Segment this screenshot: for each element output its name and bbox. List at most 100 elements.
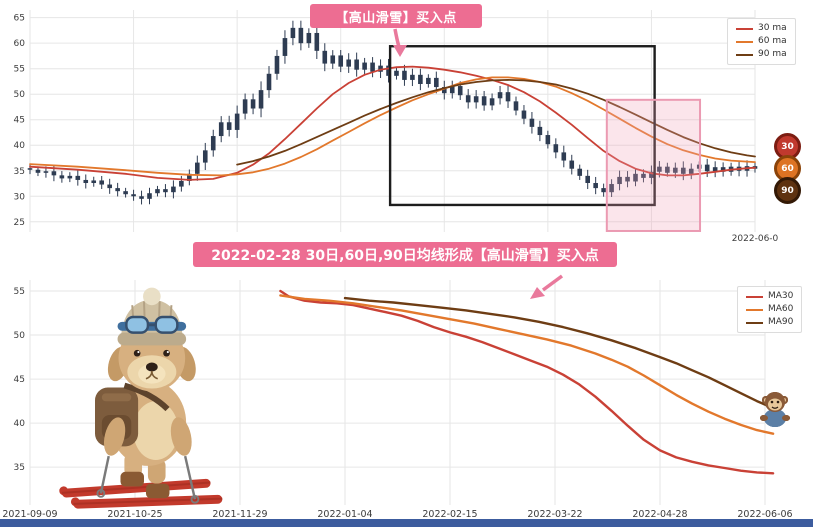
candlestick xyxy=(195,162,200,174)
y-tick-label: 50 xyxy=(14,331,26,341)
candlestick xyxy=(649,171,654,178)
candlestick xyxy=(123,191,128,195)
legend-label: MA60 xyxy=(768,304,794,314)
candlestick xyxy=(505,92,511,102)
candlestick xyxy=(441,87,447,94)
candlestick xyxy=(641,173,646,178)
candlestick xyxy=(457,86,463,96)
candlestick xyxy=(346,59,351,67)
candlestick xyxy=(314,32,320,51)
ma-line-MA30 xyxy=(279,289,775,475)
candlestick xyxy=(187,173,192,181)
y-tick-label: 50 xyxy=(14,90,26,100)
ski-poles xyxy=(99,455,197,500)
legend-item-90ma: 90 ma xyxy=(736,50,787,59)
x-tick-label: 2021-09-09 xyxy=(2,509,57,520)
candlestick xyxy=(712,167,718,172)
candlestick xyxy=(67,175,73,179)
y-tick-label: 40 xyxy=(14,141,26,151)
candlestick xyxy=(242,99,248,114)
x-tick-label-partial: 2022-06-0 xyxy=(732,234,779,244)
legend-label: 30 ma xyxy=(758,23,787,33)
candlestick xyxy=(601,188,606,193)
candlestick xyxy=(155,189,160,194)
candlestick xyxy=(83,179,89,184)
x-tick-label: 2021-10-25 xyxy=(107,509,162,520)
candlestick xyxy=(545,135,551,145)
candlestick xyxy=(449,86,455,94)
candlestick xyxy=(625,176,630,182)
y-tick-label: 35 xyxy=(14,167,25,177)
legend-item-30ma: 30 ma xyxy=(736,24,787,33)
y-tick-label: 60 xyxy=(14,39,26,49)
candlestick xyxy=(282,38,288,56)
candlestick xyxy=(306,32,312,44)
candlestick xyxy=(139,196,144,199)
legend-item-ma30: MA30 xyxy=(746,292,793,301)
candlestick xyxy=(266,73,272,91)
x-tick-label: 2022-02-15 xyxy=(422,509,477,520)
candlestick xyxy=(673,167,678,173)
candlestick xyxy=(362,62,367,70)
candlestick xyxy=(171,186,176,193)
candlestick xyxy=(250,99,256,109)
candlestick xyxy=(521,110,527,119)
candlestick xyxy=(577,168,583,176)
candlestick xyxy=(378,65,383,72)
legend-item-60ma: 60 ma xyxy=(736,37,787,46)
candlestick xyxy=(720,167,726,172)
x-tick-label: 2022-04-28 xyxy=(632,509,687,520)
candlestick xyxy=(107,184,112,189)
candlestick xyxy=(633,173,638,182)
legend-item-ma60: MA60 xyxy=(746,305,793,314)
dog-nose xyxy=(145,362,158,372)
candlestick xyxy=(218,122,224,137)
candlestick xyxy=(617,176,622,185)
candlestick xyxy=(704,164,710,172)
signal-banner: 2022-02-28 30日,60日,90日均线形成【高山滑雪】买入点 xyxy=(193,242,617,267)
candlestick xyxy=(481,96,487,106)
ma-line-MA60 xyxy=(279,294,775,435)
candlestick xyxy=(680,167,686,174)
candlestick xyxy=(274,55,280,74)
legend-label: 90 ma xyxy=(758,49,787,59)
candlestick xyxy=(35,169,41,173)
candlestick xyxy=(258,90,264,109)
candlestick xyxy=(91,180,97,184)
highlight-box-pink xyxy=(605,98,702,232)
knit-hat xyxy=(117,287,187,346)
candlestick xyxy=(163,189,168,193)
ma-line-30ma xyxy=(29,65,756,181)
candlestick xyxy=(657,166,662,172)
x-tick-label: 2022-01-04 xyxy=(317,509,372,520)
y-tick-label: 25 xyxy=(14,218,25,228)
candlestick xyxy=(609,184,614,193)
candlestick xyxy=(489,98,495,106)
y-tick-label: 55 xyxy=(14,287,25,297)
ma90-badge: 90 xyxy=(774,177,801,204)
candlestick xyxy=(394,70,399,76)
ma60-line-swatch xyxy=(736,40,753,43)
candlestick xyxy=(99,180,105,185)
ma60-line-swatch xyxy=(746,308,763,311)
monkey-icon xyxy=(760,392,790,427)
candlestick xyxy=(561,152,567,161)
ma-line-MA90 xyxy=(343,296,775,410)
y-tick-label: 45 xyxy=(14,116,25,126)
candlestick xyxy=(202,150,208,163)
candlestick xyxy=(27,168,33,170)
ski-goggles-icon xyxy=(117,315,187,334)
candlestick xyxy=(434,77,439,88)
top-chart-legend: 30 ma 60 ma 90 ma xyxy=(727,18,796,65)
candlestick xyxy=(147,193,152,199)
candlestick xyxy=(290,27,296,39)
candlestick xyxy=(43,171,49,173)
y-tick-label: 40 xyxy=(14,419,26,429)
legend-item-ma90: MA90 xyxy=(746,318,793,327)
bottom-edge-bar xyxy=(0,519,813,527)
candlestick xyxy=(402,70,407,80)
candlestick xyxy=(465,95,471,103)
candlestick xyxy=(497,92,503,99)
y-tick-label: 65 xyxy=(14,14,25,24)
candlestick xyxy=(553,144,559,153)
